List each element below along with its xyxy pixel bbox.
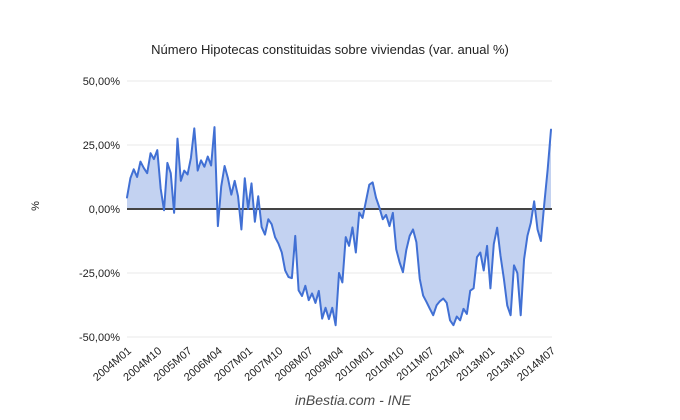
footer-credit: inBestia.com - INE	[295, 392, 411, 408]
y-tick-label: 25,00%	[83, 140, 121, 152]
y-tick-label: -25,00%	[79, 268, 120, 280]
y-tick-label: 0,00%	[89, 204, 120, 216]
y-tick-label: 50,00%	[83, 76, 121, 88]
y-tick-label: -50,00%	[79, 332, 120, 344]
series-line	[126, 126, 552, 327]
area-series-fill[interactable]	[127, 127, 551, 326]
chart-title: Número Hipotecas constituidas sobre vivi…	[151, 42, 509, 57]
